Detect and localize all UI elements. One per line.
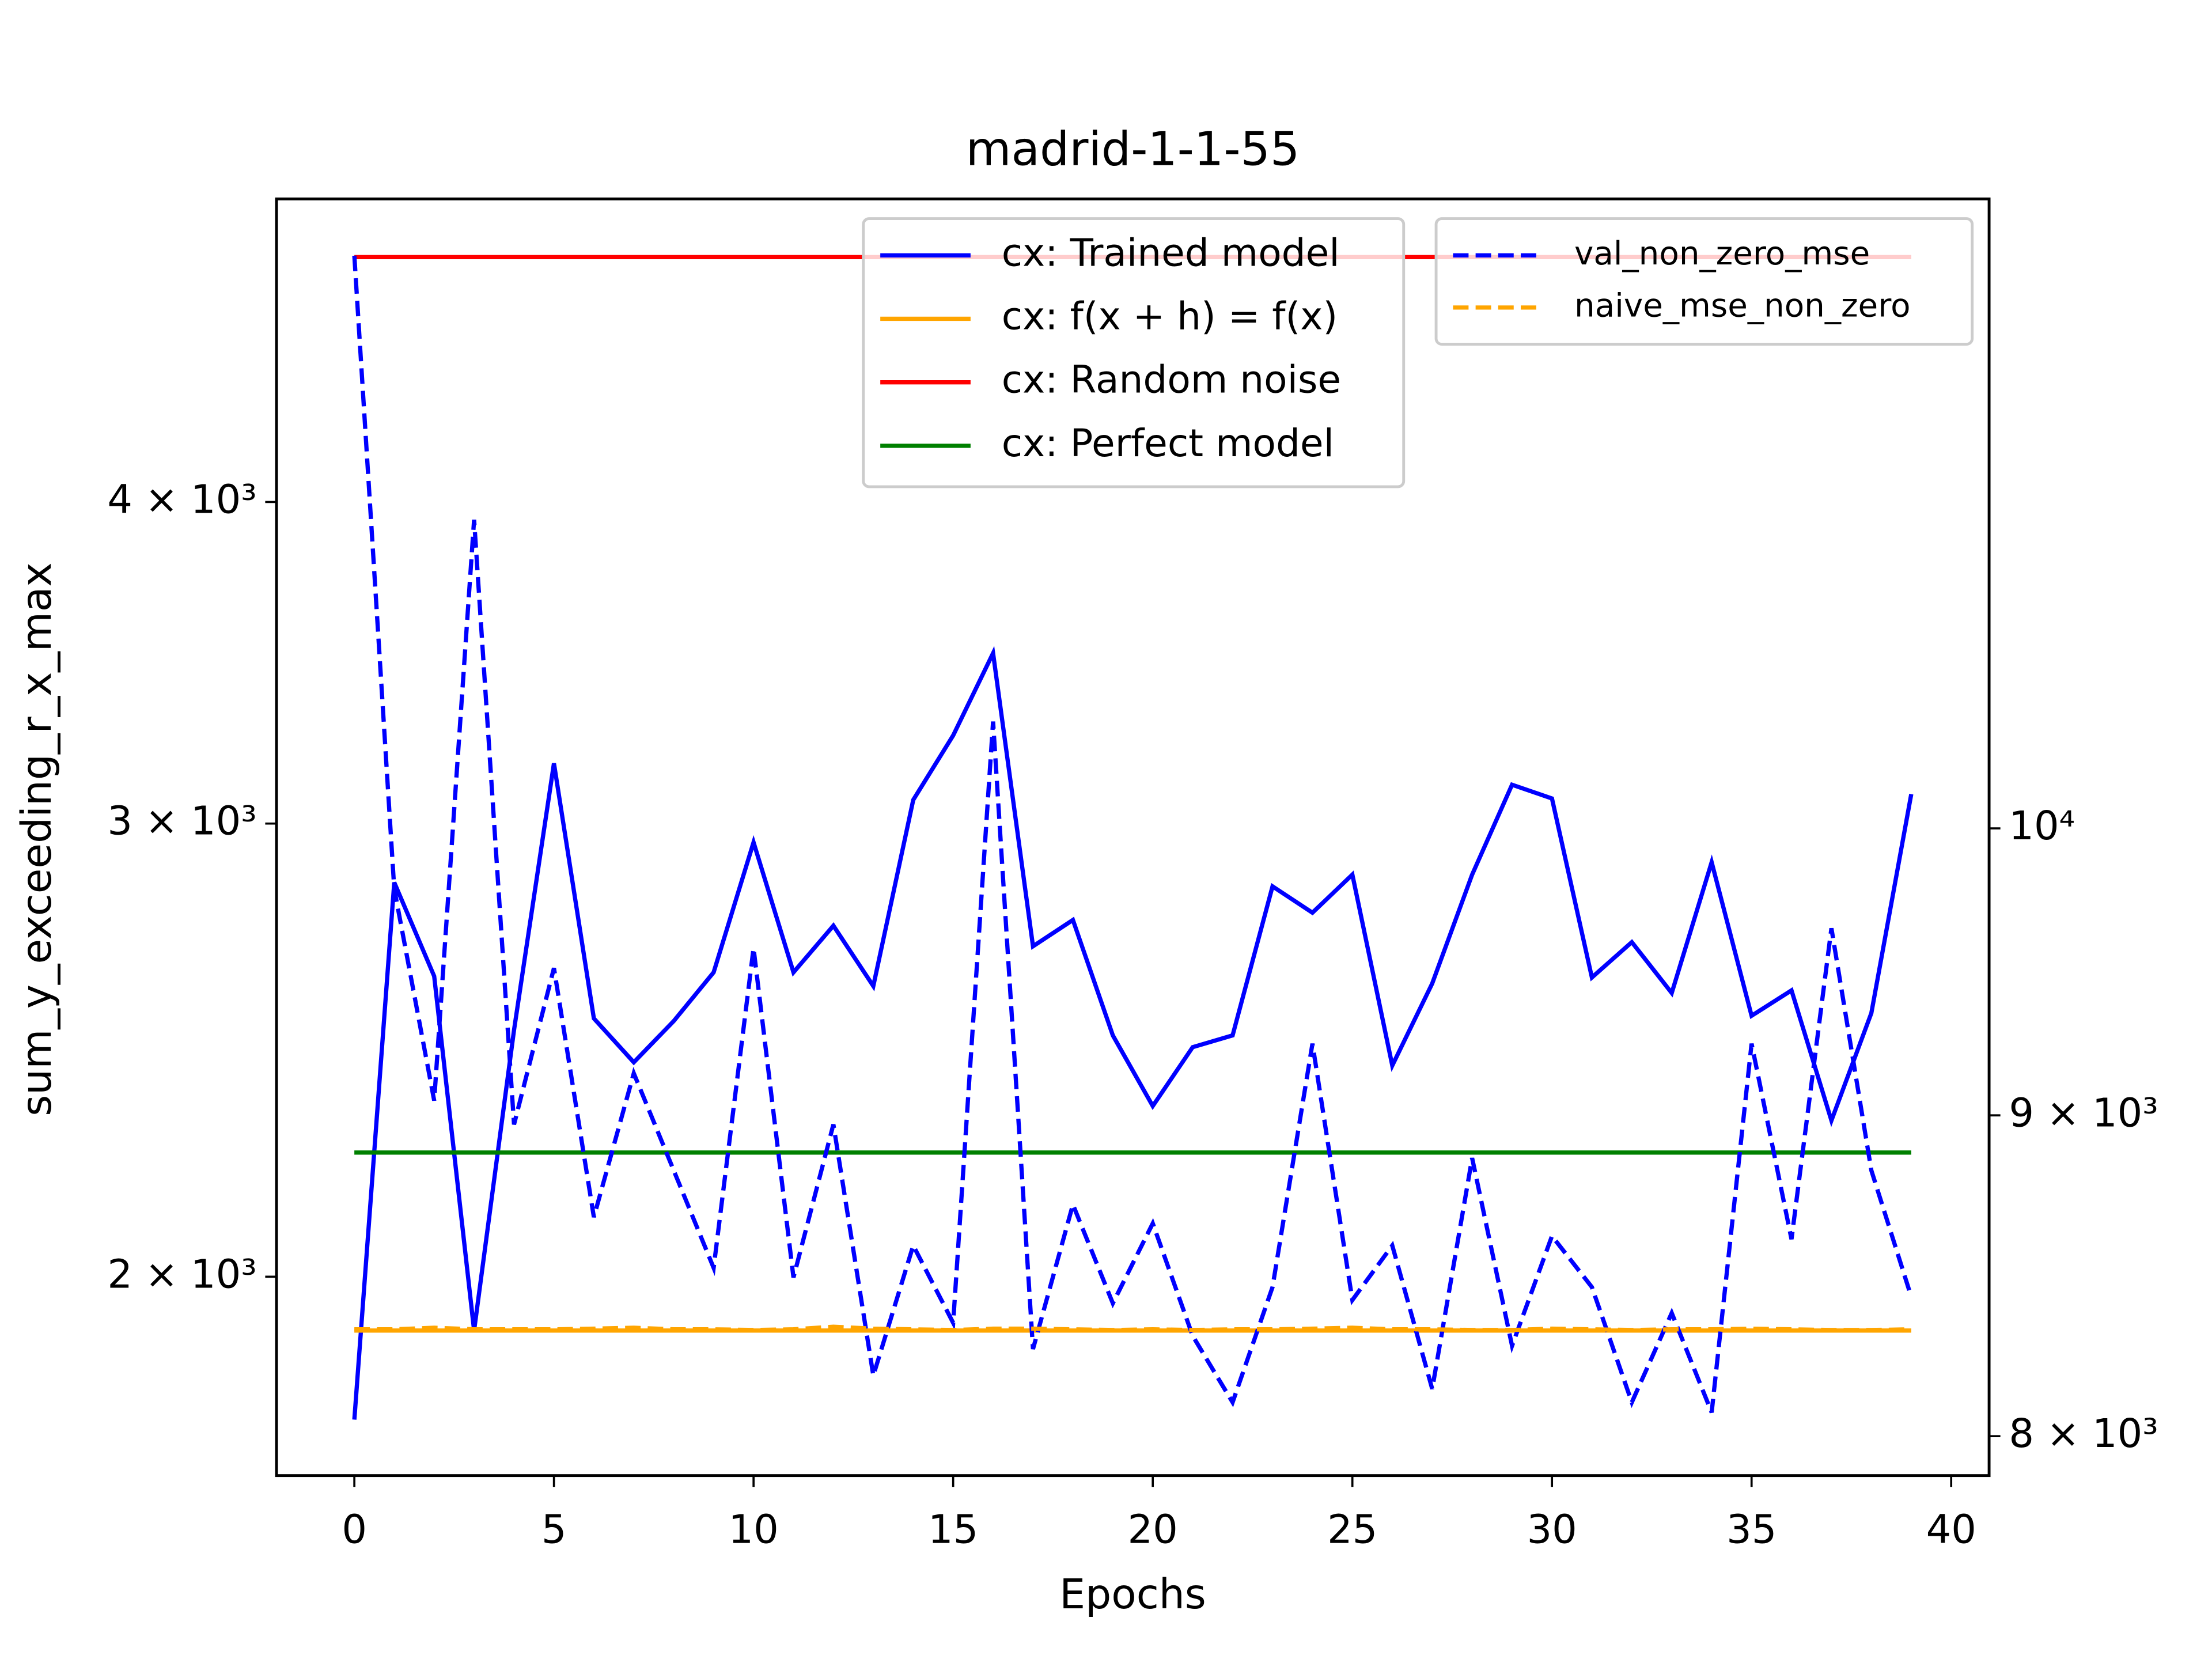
legend-label: cx: Trained model bbox=[1002, 230, 1340, 275]
x-tick-label: 15 bbox=[928, 1507, 978, 1553]
y-tick-label: 2 × 10³ bbox=[107, 1251, 256, 1297]
x-tick-label: 40 bbox=[1926, 1507, 1976, 1553]
legend-box bbox=[862, 217, 1406, 488]
x-axis-label: Epochs bbox=[1059, 1570, 1206, 1618]
y2-tick-label: 9 × 10³ bbox=[2009, 1090, 2158, 1136]
x-tick-label: 30 bbox=[1527, 1507, 1577, 1553]
legend-label: cx: f(x + h) = f(x) bbox=[1002, 294, 1338, 339]
y-axis-label: sum_y_exceeding_r_x_max bbox=[13, 563, 60, 1116]
x-tick-label: 25 bbox=[1327, 1507, 1377, 1553]
legend-label: val_non_zero_mse bbox=[1574, 235, 1870, 272]
legend-label: cx: Random noise bbox=[1002, 358, 1341, 402]
y-tick-label: 4 × 10³ bbox=[107, 476, 256, 522]
y-tick-label: 3 × 10³ bbox=[107, 798, 256, 844]
x-tick-label: 10 bbox=[729, 1507, 779, 1553]
series-line bbox=[352, 646, 1914, 1420]
y2-tick-label: 10⁴ bbox=[2009, 803, 2075, 849]
series-line bbox=[352, 255, 1914, 1414]
legend-box bbox=[1434, 217, 1974, 346]
x-tick-label: 0 bbox=[342, 1507, 367, 1553]
legend-label: cx: Perfect model bbox=[1002, 421, 1334, 465]
x-tick-label: 20 bbox=[1128, 1507, 1178, 1553]
x-tick-label: 35 bbox=[1726, 1507, 1777, 1553]
series-line bbox=[354, 1324, 1911, 1332]
x-tick-label: 5 bbox=[541, 1507, 567, 1553]
plot-frame bbox=[275, 197, 1991, 1478]
legend-label: naive_mse_non_zero bbox=[1574, 287, 1911, 325]
chart-title: madrid-1-1-55 bbox=[966, 122, 1300, 176]
y2-tick-label: 8 × 10³ bbox=[2009, 1411, 2158, 1457]
